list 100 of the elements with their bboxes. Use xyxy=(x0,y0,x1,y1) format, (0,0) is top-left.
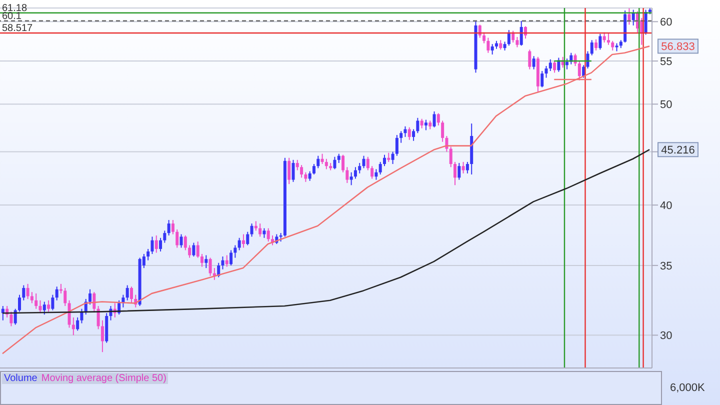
y-tick-label: 60 xyxy=(660,16,672,29)
candlestick xyxy=(644,9,648,36)
candlestick xyxy=(22,284,26,301)
candlestick xyxy=(320,153,324,165)
candlestick xyxy=(548,58,552,72)
candlestick xyxy=(342,154,345,173)
candlestick xyxy=(416,117,420,134)
candlestick xyxy=(382,154,386,167)
candlestick xyxy=(51,294,54,311)
candlestick xyxy=(238,237,241,251)
candlestick xyxy=(628,8,631,26)
candlestick xyxy=(400,130,403,144)
line-series xyxy=(2,46,650,354)
candlestick xyxy=(324,158,328,170)
candlestick xyxy=(350,172,353,186)
candlestick xyxy=(482,32,486,44)
candlestick xyxy=(76,316,80,332)
candlestick xyxy=(490,44,494,55)
candlestick xyxy=(92,292,96,312)
candlestick xyxy=(374,168,378,180)
candlestick xyxy=(184,234,187,251)
candlestick xyxy=(578,60,581,81)
candlestick xyxy=(557,57,560,72)
candlestick xyxy=(420,118,424,129)
candlestick xyxy=(586,50,590,69)
text: 45.216 xyxy=(661,144,695,157)
candlestick xyxy=(126,284,129,301)
candlestick xyxy=(130,286,133,304)
text: 6,000K xyxy=(670,382,705,394)
candlestick xyxy=(296,159,299,171)
candlestick xyxy=(486,37,490,54)
y-tick-label: 55 xyxy=(660,56,672,68)
candlestick xyxy=(154,234,158,254)
candlestick xyxy=(611,40,614,51)
candlestick xyxy=(378,161,382,175)
candlestick xyxy=(230,250,233,266)
candlestick xyxy=(308,170,312,182)
candlestick xyxy=(544,65,548,78)
candlestick xyxy=(366,156,370,171)
candlestick xyxy=(540,70,544,88)
candlestick xyxy=(304,172,308,182)
candlestick xyxy=(221,256,224,270)
candlestick xyxy=(606,32,610,46)
candlestick xyxy=(404,126,407,138)
candlestick xyxy=(254,220,258,232)
candlestick xyxy=(34,292,38,310)
candlestick xyxy=(520,20,523,46)
candlestick xyxy=(602,32,606,43)
text: Moving average (Simple 50) xyxy=(41,373,166,384)
candlestick xyxy=(262,228,266,238)
y-tick-label: 30 xyxy=(660,330,672,342)
candlestick xyxy=(288,157,291,185)
candlestick xyxy=(532,56,536,70)
line-series xyxy=(2,148,650,314)
candlestick xyxy=(64,287,67,306)
candlestick xyxy=(362,155,366,169)
candlestick xyxy=(395,134,398,156)
candlestick xyxy=(242,234,245,248)
candlestick xyxy=(146,248,150,261)
candlestick xyxy=(246,231,250,246)
y-tick-label: 50 xyxy=(660,99,672,112)
candlestick xyxy=(462,161,465,174)
candlestick xyxy=(424,119,428,131)
candlestick xyxy=(478,24,482,38)
candlestick xyxy=(312,164,316,175)
text: Volume xyxy=(4,373,38,384)
candlestick xyxy=(188,244,192,258)
candlestick xyxy=(391,151,394,165)
candlestick xyxy=(432,110,436,128)
candlestick xyxy=(258,223,262,238)
candlestick xyxy=(72,316,75,336)
candlestick xyxy=(10,311,13,327)
candlestick xyxy=(594,38,598,51)
candlestick xyxy=(88,288,92,306)
candlestick xyxy=(171,220,174,235)
candlestick xyxy=(80,308,84,324)
candlestick xyxy=(38,300,42,314)
candlestick xyxy=(42,301,46,316)
candlestick xyxy=(337,153,340,164)
y-tick-label: 40 xyxy=(660,200,672,212)
candlestick xyxy=(412,128,416,142)
candlestick xyxy=(208,257,212,276)
candlestick xyxy=(346,166,349,184)
candlestick xyxy=(516,36,519,48)
text: 56.833 xyxy=(661,41,695,54)
candlestick xyxy=(26,283,30,300)
candlestick xyxy=(292,159,295,182)
candlestick xyxy=(47,300,50,312)
candlestick xyxy=(358,162,362,174)
candlestick xyxy=(176,228,179,248)
candlestick xyxy=(441,120,444,142)
candlestick xyxy=(333,156,336,170)
candlestick xyxy=(590,40,594,56)
candlestick xyxy=(354,166,357,180)
candlestick xyxy=(192,242,196,257)
candlestick xyxy=(163,230,166,244)
ref-line-label: 58.517 xyxy=(2,22,34,34)
candlestick xyxy=(436,112,440,126)
candlestick xyxy=(18,294,22,312)
candlestick xyxy=(159,237,162,252)
